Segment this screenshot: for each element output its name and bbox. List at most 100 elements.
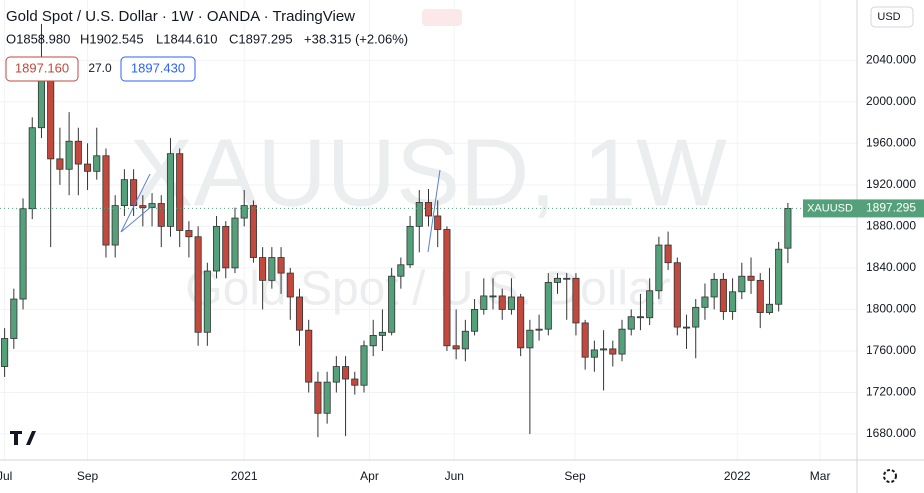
candle-body xyxy=(84,163,92,172)
last-price-bg xyxy=(857,199,924,218)
candle-body xyxy=(701,296,709,308)
candle-body xyxy=(166,153,175,227)
candle-body xyxy=(664,244,672,264)
y-tick-label: 1760.000 xyxy=(866,343,916,357)
candle-body xyxy=(682,326,691,329)
candle-body xyxy=(74,140,82,165)
candle-body xyxy=(277,257,285,274)
y-tick-label: 1960.000 xyxy=(866,135,916,149)
candle-body xyxy=(185,230,193,238)
x-tick-label: Sep xyxy=(77,469,99,483)
candle-body xyxy=(139,205,147,209)
candle-body xyxy=(590,349,598,358)
candle-body xyxy=(388,275,396,333)
candle-body xyxy=(157,203,165,227)
y-tick-label: 1680.000 xyxy=(866,426,916,440)
tv-logo[interactable] xyxy=(10,431,36,445)
candle-body xyxy=(424,202,433,217)
plot xyxy=(0,23,857,438)
ohlc-high: H1902.545 xyxy=(80,31,144,46)
ohlc-open: O1858.980 xyxy=(6,31,70,46)
candle-body xyxy=(406,225,414,266)
drawing xyxy=(120,205,153,233)
candle-body xyxy=(572,277,580,324)
candle-body xyxy=(314,381,322,414)
y-tick-label: 2000.000 xyxy=(866,94,916,108)
candle-body xyxy=(259,257,267,281)
watermark-sub: Gold Spot / U.S. Dollar xyxy=(185,263,671,316)
x-tick-label: Jun xyxy=(445,469,464,483)
bid-price[interactable]: 1897.160 xyxy=(15,60,69,75)
candle-body xyxy=(507,296,515,310)
candle-body xyxy=(397,264,405,277)
ohlc-close: C1897.295 xyxy=(229,31,293,46)
y-tick-label: 1920.000 xyxy=(866,177,916,191)
last-price-label: 1897.295 xyxy=(866,201,916,215)
candle-body xyxy=(120,179,128,206)
candle-body xyxy=(618,328,626,355)
x-tick-label: 2021 xyxy=(231,469,258,483)
candle-body xyxy=(47,70,55,160)
candle-body xyxy=(517,296,525,349)
grid xyxy=(0,0,857,460)
candle-body xyxy=(498,295,506,310)
candle-body xyxy=(526,329,534,349)
candle-body xyxy=(305,329,313,383)
candle-body xyxy=(655,244,663,292)
candle-body xyxy=(323,381,331,414)
candle-body xyxy=(692,306,700,328)
candle-body xyxy=(636,316,644,319)
candle-body xyxy=(176,153,184,231)
candle-body xyxy=(1,338,9,367)
candle-body xyxy=(102,155,110,246)
candle-body xyxy=(729,291,737,312)
candle-body xyxy=(627,316,635,330)
currency-button[interactable] xyxy=(870,6,914,28)
candle-body xyxy=(434,215,442,230)
candle-body xyxy=(130,179,138,206)
symbol-label: XAUUSD xyxy=(807,202,853,214)
sell-button[interactable] xyxy=(5,56,79,82)
candle-body xyxy=(784,208,792,249)
candle-body xyxy=(747,275,755,281)
ask-price[interactable]: 1897.430 xyxy=(131,60,185,75)
y-tick-label: 1720.000 xyxy=(866,385,916,399)
candle-body xyxy=(461,330,469,350)
candle-body xyxy=(719,278,727,312)
candle-body xyxy=(581,322,589,358)
symbol-title: Gold Spot / U.S. Dollar · 1W · OANDA · T… xyxy=(6,8,355,25)
candle-body xyxy=(19,208,27,300)
candle-body xyxy=(756,279,764,313)
buy-button[interactable] xyxy=(120,56,196,82)
candle-body xyxy=(213,225,221,272)
candle-body xyxy=(415,202,423,227)
candle-body xyxy=(65,140,73,170)
candle-body xyxy=(452,345,460,350)
candle-body xyxy=(111,205,119,246)
x-tick-label: Jul xyxy=(0,469,12,483)
candle-body xyxy=(28,127,36,210)
candle-body xyxy=(369,334,377,347)
settings-icon[interactable] xyxy=(883,469,897,483)
candle-body xyxy=(332,366,340,383)
candle-body xyxy=(609,348,617,355)
drawing xyxy=(120,173,151,233)
status-badge xyxy=(422,9,462,26)
candle-body xyxy=(194,236,202,333)
candle-body xyxy=(342,366,350,380)
candle-body xyxy=(710,278,718,298)
x-tick-label: 2022 xyxy=(724,469,751,483)
candle-body xyxy=(471,309,479,332)
candle-body xyxy=(775,248,783,305)
currency[interactable]: USD xyxy=(877,11,900,23)
candle-body xyxy=(378,331,386,336)
candle-body xyxy=(738,275,746,293)
candle-body xyxy=(222,225,230,269)
candle-body xyxy=(56,158,64,170)
y-tick-label: 1840.000 xyxy=(866,260,916,274)
candle-body xyxy=(203,270,211,333)
symbol-label-bg xyxy=(803,199,857,218)
ohlc-low: L1844.610 xyxy=(156,31,217,46)
